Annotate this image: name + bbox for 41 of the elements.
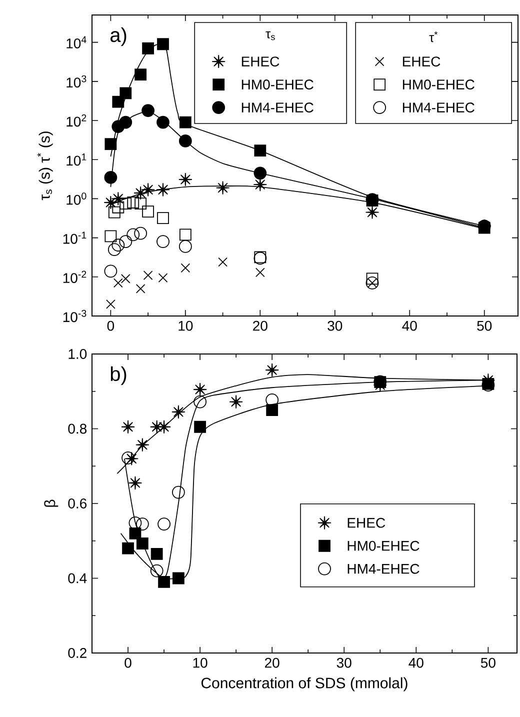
y-tick-label: 1.0 bbox=[68, 349, 87, 359]
y-tick-label: 0.4 bbox=[68, 573, 87, 584]
legend-label: HM0-EHEC bbox=[402, 80, 474, 90]
annotation: b) bbox=[110, 366, 126, 385]
x-tick-label: 10 bbox=[193, 658, 208, 668]
y-tick-label: 0.8 bbox=[68, 424, 87, 434]
y-tick-label: 10$^{-3}$ bbox=[63, 310, 86, 322]
legend-label: EHEC bbox=[242, 56, 280, 66]
x-tick-label: 30 bbox=[328, 320, 342, 331]
y-tick-label: 10$^{4}$ bbox=[66, 36, 86, 48]
y-tick-label: 10$^{1}$ bbox=[66, 154, 86, 166]
x-tick-label: 20 bbox=[265, 658, 280, 668]
legend-label: HM4-EHEC bbox=[402, 102, 474, 112]
y-tick-label: 10$^{3}$ bbox=[66, 75, 86, 88]
legend-label: EHEC bbox=[348, 518, 386, 528]
annotation: a) bbox=[110, 27, 126, 46]
y-tick-label: 10$^{-2}$ bbox=[63, 270, 86, 284]
y-tick-label: 10$^{0}$ bbox=[66, 192, 86, 205]
x-axis-title: Concentration of SDS (mmolal) bbox=[201, 677, 408, 692]
y-axis-title: τ$_{s}$ (s) τ$^{*}$ (s) bbox=[37, 132, 53, 200]
legend-label: EHEC bbox=[402, 56, 440, 66]
x-tick-label: 10 bbox=[178, 320, 193, 331]
x-tick-label: 40 bbox=[408, 658, 424, 668]
x-tick-label: 40 bbox=[402, 320, 417, 331]
legend-label: HM0-EHEC bbox=[348, 540, 420, 551]
x-tick-label: 50 bbox=[477, 320, 492, 331]
x-tick-label: 0 bbox=[107, 320, 114, 331]
x-tick-label: 0 bbox=[124, 658, 132, 668]
legend-label: HM4-EHEC bbox=[242, 102, 314, 112]
x-tick-label: 20 bbox=[253, 320, 268, 331]
y-tick-label: 10$^{-1}$ bbox=[63, 232, 86, 244]
legend-label: HM4-EHEC bbox=[348, 564, 420, 574]
legend-title: τ$_{s}$ bbox=[266, 31, 275, 40]
x-tick-label: 30 bbox=[336, 658, 352, 668]
y-axis-title: β bbox=[44, 500, 58, 507]
y-tick-label: 10$^{2}$ bbox=[66, 114, 86, 127]
legend-label: HM0-EHEC bbox=[242, 80, 314, 90]
annotation: τ$^{*}$ bbox=[429, 31, 438, 42]
x-tick-label: 50 bbox=[480, 658, 496, 668]
y-tick-label: 0.6 bbox=[68, 498, 87, 508]
y-tick-label: 0.2 bbox=[68, 648, 86, 658]
